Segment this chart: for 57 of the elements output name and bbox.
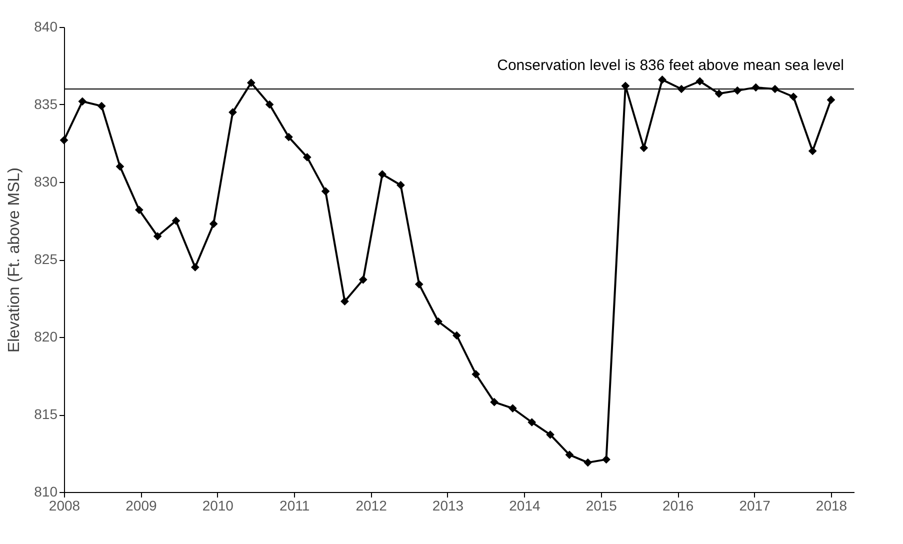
point	[134, 206, 144, 214]
x-tick-label: 2017	[739, 498, 771, 514]
y-tick-label: 820	[34, 328, 58, 344]
x-tick-label: 2009	[126, 498, 157, 514]
point	[358, 275, 368, 284]
y-tick-label: 830	[34, 174, 58, 190]
point	[265, 100, 274, 109]
point	[696, 77, 704, 86]
x-tick-label: 2012	[356, 498, 388, 514]
point	[640, 144, 648, 152]
point	[153, 232, 162, 240]
point	[246, 78, 256, 87]
point	[546, 430, 554, 439]
point	[396, 180, 405, 190]
point	[190, 263, 200, 272]
point	[508, 404, 517, 412]
point	[209, 220, 218, 228]
point	[789, 92, 798, 101]
y-tick-label: 825	[34, 251, 58, 267]
point	[565, 450, 574, 459]
point	[452, 331, 461, 340]
point	[302, 153, 312, 162]
point	[60, 136, 68, 144]
point	[528, 418, 536, 426]
point	[284, 132, 293, 142]
y-tick-label: 835	[34, 96, 58, 112]
x-tick-label: 2018	[816, 498, 848, 514]
point	[378, 170, 386, 178]
x-tick-label: 2008	[48, 498, 80, 514]
y-tick-label: 815	[34, 406, 58, 422]
x-tick-label: 2014	[509, 498, 540, 514]
x-tick-label: 2011	[280, 498, 310, 514]
point	[97, 102, 106, 110]
point	[172, 216, 180, 225]
point	[826, 96, 836, 104]
y-tick-label: 840	[34, 18, 58, 34]
point	[808, 146, 817, 156]
x-tick-label: 2013	[432, 498, 464, 514]
x-tick-label: 2010	[202, 498, 234, 514]
point	[321, 187, 330, 196]
x-tick-label: 2016	[662, 498, 694, 514]
point	[78, 97, 87, 106]
point	[116, 162, 124, 171]
ref-line-label: Conservation level is 836 feet above mean sea level	[497, 57, 844, 74]
point	[584, 458, 592, 467]
point	[414, 280, 424, 288]
point	[434, 317, 442, 326]
point	[714, 89, 724, 98]
point	[602, 455, 610, 464]
point	[340, 297, 349, 306]
point	[228, 108, 237, 116]
x-tick-label: 2015	[586, 498, 618, 514]
y-axis-title: Elevation (Ft. above MSL)	[6, 168, 24, 352]
point	[658, 76, 666, 84]
point	[490, 398, 498, 406]
y-tick-label: 810	[34, 484, 58, 500]
point	[472, 370, 480, 378]
